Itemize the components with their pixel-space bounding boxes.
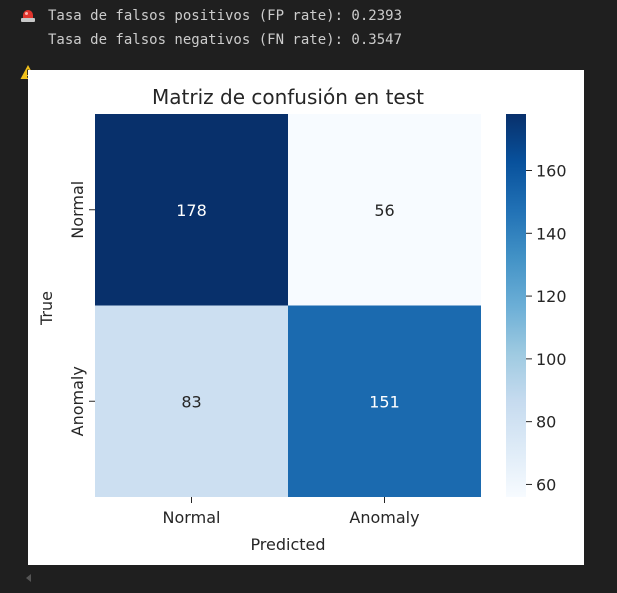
colorbar-tick-label: 160 [536,162,567,181]
heatmap-cell [288,305,481,497]
colorbar-tick-label: 100 [536,350,567,369]
fn-rate-line: Tasa de falsos negativos (FN rate): 0.35… [20,30,403,79]
y-tick-label: Normal [68,181,87,239]
confusion-matrix-chart: Matriz de confusión en test 178 56 83 151 N… [37,85,567,554]
cell-value-label: 56 [374,201,394,220]
chart-title: Matriz de confusión en test [152,85,424,109]
colorbar-tick-label: 140 [536,224,567,243]
cell-value-label: 178 [176,201,207,220]
colorbar [506,114,526,497]
colorbar-tick-label: 60 [536,475,556,494]
warning-icon [20,32,36,79]
colorbar-tick-label: 120 [536,287,567,306]
y-axis-label: True [37,291,56,326]
scroll-left-arrow-icon[interactable] [26,574,31,582]
cell-value-label: 83 [181,392,201,411]
heatmap-cell [95,305,288,497]
fp-rate-text: Tasa de falsos positivos (FP rate): 0.23… [48,8,403,24]
siren-icon [20,8,36,24]
heatmap-cell [288,114,481,306]
cell-value-label: 151 [369,392,400,411]
x-tick-label: Anomaly [349,508,419,527]
x-axis-label: Predicted [250,535,325,554]
x-tick-label: Normal [163,508,221,527]
confusion-matrix-figure: Matriz de confusión en test 178 56 83 151 N… [28,70,584,565]
fn-rate-text: Tasa de falsos negativos (FN rate): 0.35… [48,32,403,48]
fp-rate-line: Tasa de falsos positivos (FP rate): 0.23… [20,6,402,26]
y-tick-label: Anomaly [68,366,87,436]
heatmap-cell [95,114,288,306]
colorbar-tick-label: 80 [536,413,556,432]
